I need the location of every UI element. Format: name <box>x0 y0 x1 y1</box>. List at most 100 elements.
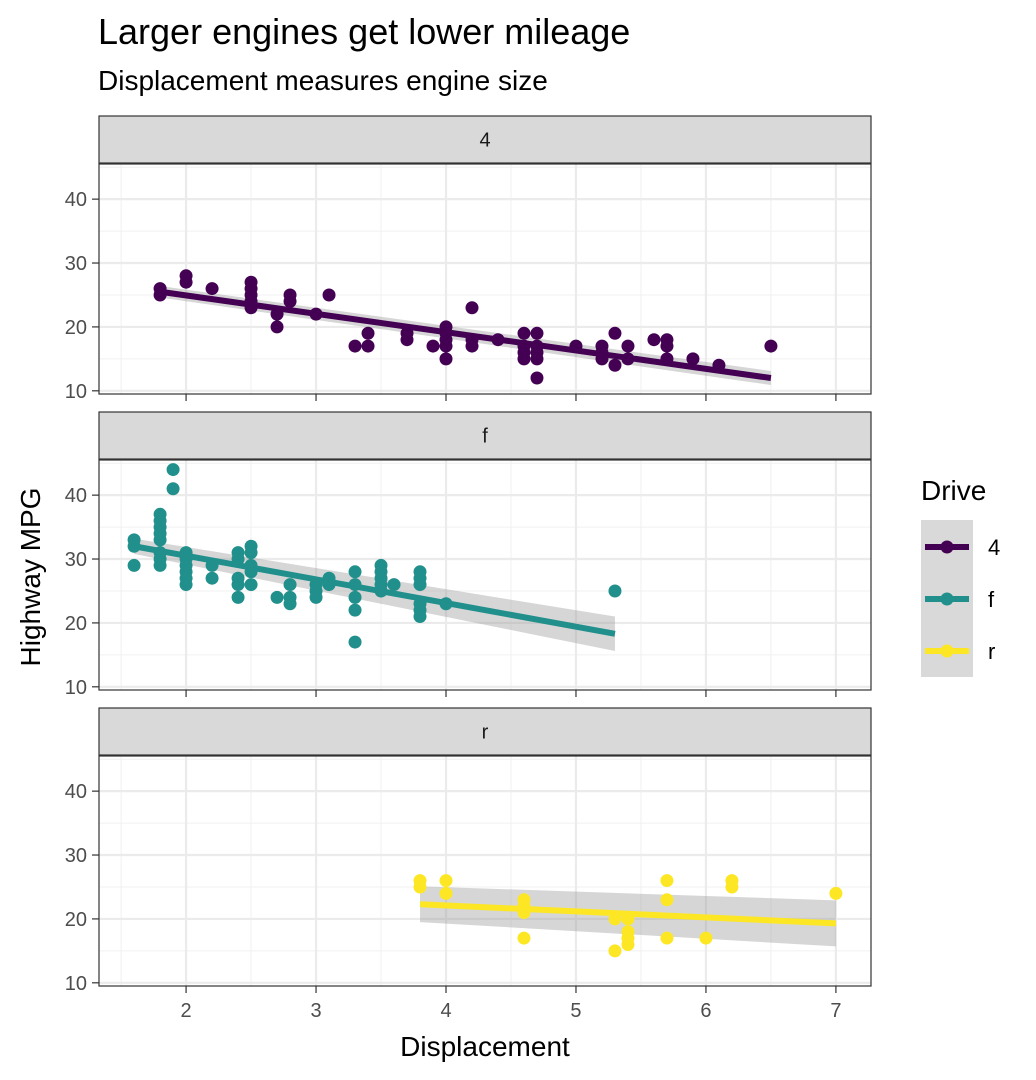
y-tick-label: 20 <box>65 613 87 635</box>
data-point <box>660 931 674 945</box>
data-point <box>153 533 167 547</box>
data-point <box>413 610 427 624</box>
data-points <box>413 874 843 958</box>
facet-strip <box>98 707 872 756</box>
data-point <box>829 886 843 900</box>
y-tick-label: 30 <box>65 253 87 275</box>
chart-subtitle: Displacement measures engine size <box>98 65 548 96</box>
data-point <box>205 282 219 296</box>
data-point <box>725 880 739 894</box>
data-point <box>608 326 622 340</box>
data-point <box>439 886 453 900</box>
legend-title: Drive <box>921 475 986 506</box>
data-point <box>660 339 674 353</box>
y-tick-label: 10 <box>65 973 87 995</box>
x-tick-label: 5 <box>570 1000 581 1022</box>
legend-point-swatch <box>940 540 954 554</box>
data-point <box>283 294 297 308</box>
data-point <box>283 578 297 592</box>
data-point <box>517 326 531 340</box>
data-point <box>231 590 245 604</box>
data-point <box>439 874 453 888</box>
data-point <box>517 352 531 366</box>
legend-label: f <box>988 587 995 612</box>
legend-entry-4: 4 <box>925 535 1000 560</box>
legend-label: 4 <box>988 535 1000 560</box>
y-tick-label: 30 <box>65 549 87 571</box>
data-point <box>608 584 622 598</box>
y-tick-label: 10 <box>65 677 87 699</box>
data-point <box>608 358 622 372</box>
panel-border <box>98 459 872 691</box>
facet-strip <box>98 115 872 164</box>
y-tick-label: 40 <box>65 485 87 507</box>
legend-entry-f: f <box>925 587 995 612</box>
data-point <box>361 339 375 353</box>
data-point <box>348 590 362 604</box>
chart-title: Larger engines get lower mileage <box>98 11 630 52</box>
y-tick-label: 30 <box>65 845 87 867</box>
facet-panel-r: r 10 20 30 40 2 3 4 5 6 7 <box>65 707 872 1022</box>
data-point <box>270 590 284 604</box>
trend-line <box>159 288 772 381</box>
data-points <box>153 269 778 385</box>
data-point <box>166 482 180 496</box>
panel-border <box>98 163 872 395</box>
x-axis-label: Displacement <box>400 1031 570 1062</box>
data-point <box>309 590 323 604</box>
data-point <box>348 565 362 579</box>
data-point <box>530 352 544 366</box>
data-point <box>413 880 427 894</box>
data-point <box>621 339 635 353</box>
legend-label: r <box>988 639 995 664</box>
data-point <box>205 571 219 585</box>
x-tick-label: 3 <box>310 1000 321 1022</box>
y-tick-label: 20 <box>65 909 87 931</box>
gridlines <box>99 460 871 690</box>
data-point <box>322 288 336 302</box>
facet-strip-label: r <box>482 722 489 744</box>
data-point <box>270 320 284 334</box>
y-axis-label: Highway MPG <box>15 488 46 667</box>
data-point <box>127 558 141 572</box>
data-point <box>166 463 180 477</box>
data-point <box>348 635 362 649</box>
data-point <box>686 352 700 366</box>
data-point <box>361 326 375 340</box>
data-point <box>647 333 661 347</box>
facet-panel-4: 4 10 20 30 40 <box>65 115 872 403</box>
plot-background <box>99 164 871 394</box>
y-tick-label: 20 <box>65 317 87 339</box>
legend-point-swatch <box>940 644 954 658</box>
y-tick-label: 10 <box>65 381 87 403</box>
data-point <box>244 546 258 560</box>
facet-strip-label: f <box>482 426 488 448</box>
data-point <box>153 558 167 572</box>
data-point <box>426 339 440 353</box>
data-point <box>348 339 362 353</box>
legend-point-swatch <box>940 592 954 606</box>
facet-panels: 4 10 20 30 40 f 10 20 30 40 r 10 20 30 40 2 3 4 5 6 7 <box>65 115 872 1022</box>
data-point <box>465 301 479 315</box>
facet-strip <box>98 411 872 460</box>
data-point <box>530 371 544 385</box>
data-point <box>465 339 479 353</box>
data-point <box>764 339 778 353</box>
x-tick-label: 7 <box>830 1000 841 1022</box>
trend-line <box>133 543 616 637</box>
data-point <box>244 578 258 592</box>
data-point <box>621 937 635 951</box>
data-point <box>517 931 531 945</box>
panel-border <box>98 755 872 987</box>
plot-background <box>99 460 871 690</box>
data-point <box>660 893 674 907</box>
facet-strip-label: 4 <box>479 130 490 152</box>
y-tick-label: 40 <box>65 189 87 211</box>
plot-background <box>99 756 871 986</box>
legend: Drive 4 f r <box>921 475 1000 677</box>
data-point <box>400 333 414 347</box>
x-tick-label: 6 <box>700 1000 711 1022</box>
data-point <box>530 326 544 340</box>
gridlines <box>99 164 871 394</box>
